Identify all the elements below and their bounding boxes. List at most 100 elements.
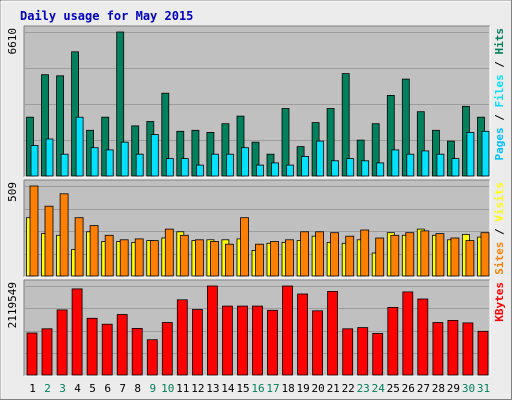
bar-hits <box>176 130 185 177</box>
bar-files <box>331 160 340 177</box>
bar-sites <box>435 233 445 277</box>
legend-entry-sites: Sites <box>493 242 506 275</box>
bar-files <box>271 162 279 177</box>
x-tick-label: 2 <box>44 382 51 395</box>
bar-sites <box>224 243 234 277</box>
x-tick-label: 24 <box>372 382 386 395</box>
bar-hits <box>161 92 170 177</box>
x-tick-label: 16 <box>251 382 264 395</box>
bar-hits <box>71 51 79 177</box>
bar-sites <box>330 232 340 277</box>
x-tick-label: 14 <box>221 382 235 395</box>
bar-hits <box>236 115 245 177</box>
x-tick-label: 3 <box>59 382 66 395</box>
bar-kbytes <box>447 319 459 376</box>
bar-kbytes <box>357 327 369 376</box>
bar-hits <box>371 123 380 177</box>
x-tick-label: 22 <box>342 382 355 395</box>
panel-kbytes: 2119549 KBytes <box>6 279 506 377</box>
bar-files <box>30 145 39 177</box>
bar-files <box>165 158 174 177</box>
bar-hits <box>116 31 125 177</box>
bar-kbytes <box>41 328 53 376</box>
x-tick-label: 21 <box>327 382 340 395</box>
bar-kbytes <box>101 323 113 376</box>
bar-hits <box>356 139 365 177</box>
bar-sites <box>44 205 54 277</box>
x-tick-label: 12 <box>191 382 204 395</box>
x-tick-label: 9 <box>149 382 156 395</box>
bar-sites <box>420 230 430 277</box>
legend-entry-visits: Visits <box>493 182 506 222</box>
bar-sites <box>285 239 294 277</box>
bar-files <box>195 164 204 177</box>
bar-kbytes <box>221 305 233 376</box>
bar-sites <box>450 237 460 277</box>
bar-files <box>135 153 144 177</box>
bar-sites <box>74 217 84 277</box>
bar-files <box>376 162 385 177</box>
bar-kbytes <box>56 309 68 376</box>
bar-kbytes <box>131 327 143 376</box>
bar-sites <box>480 232 490 277</box>
x-tick-label: 15 <box>236 382 249 395</box>
bar-kbytes <box>282 285 293 376</box>
x-tick-label: 29 <box>447 382 460 395</box>
bar-sites <box>255 243 264 277</box>
bar-sites <box>194 239 204 277</box>
bar-hits <box>326 108 335 177</box>
bar-files <box>180 158 189 177</box>
panel-hits: 6610 Pages / Files / Hits <box>6 25 506 178</box>
x-tick-label: 17 <box>266 382 279 395</box>
y-max-label: 2119549 <box>6 282 19 328</box>
bar-kbytes <box>387 306 399 376</box>
bar-sites <box>465 240 475 277</box>
bar-kbytes <box>372 332 384 376</box>
legend-separator: / <box>493 108 506 128</box>
bar-sites <box>134 238 144 277</box>
bar-files <box>105 149 114 177</box>
bar-kbytes <box>417 298 429 376</box>
bar-sites <box>300 231 310 277</box>
bar-hits <box>221 123 230 177</box>
x-tick-label: 4 <box>74 382 81 395</box>
x-tick-label: 26 <box>402 382 415 395</box>
x-tick-label: 1 <box>29 382 36 395</box>
bar-files <box>256 164 264 177</box>
x-tick-label: 23 <box>357 382 370 395</box>
bar-hits <box>131 125 140 177</box>
legend-separator: / <box>493 222 506 242</box>
x-tick-label: 8 <box>134 382 141 395</box>
bar-files <box>286 164 294 177</box>
bar-sites <box>240 217 249 277</box>
y-max-label: 6610 <box>6 28 19 55</box>
bar-files <box>481 130 490 177</box>
bar-hits <box>56 75 64 177</box>
bar-kbytes <box>146 339 158 376</box>
x-tick-label: 30 <box>462 382 475 395</box>
bar-kbytes <box>267 309 278 376</box>
bar-kbytes <box>71 288 83 376</box>
bar-kbytes <box>161 322 173 376</box>
bar-kbytes <box>237 305 248 376</box>
bar-kbytes <box>432 322 444 376</box>
panel-visits: 509 Sites / Visits <box>6 179 506 278</box>
bar-kbytes <box>297 293 309 376</box>
bar-files <box>451 158 460 177</box>
legend-separator: / <box>493 55 506 75</box>
bar-files <box>120 141 129 177</box>
bar-sites <box>270 241 279 277</box>
bar-sites <box>179 234 189 277</box>
bar-files <box>361 160 370 177</box>
bar-sites <box>149 240 159 277</box>
x-tick-label: 6 <box>104 382 111 395</box>
bar-kbytes <box>86 317 98 376</box>
bar-files <box>301 155 310 177</box>
bar-files <box>150 134 159 177</box>
bar-kbytes <box>116 314 128 376</box>
bar-sites <box>405 232 415 277</box>
bar-files <box>436 153 445 177</box>
bar-sites <box>375 237 385 277</box>
bar-kbytes <box>176 299 188 376</box>
bar-hits <box>401 78 410 177</box>
